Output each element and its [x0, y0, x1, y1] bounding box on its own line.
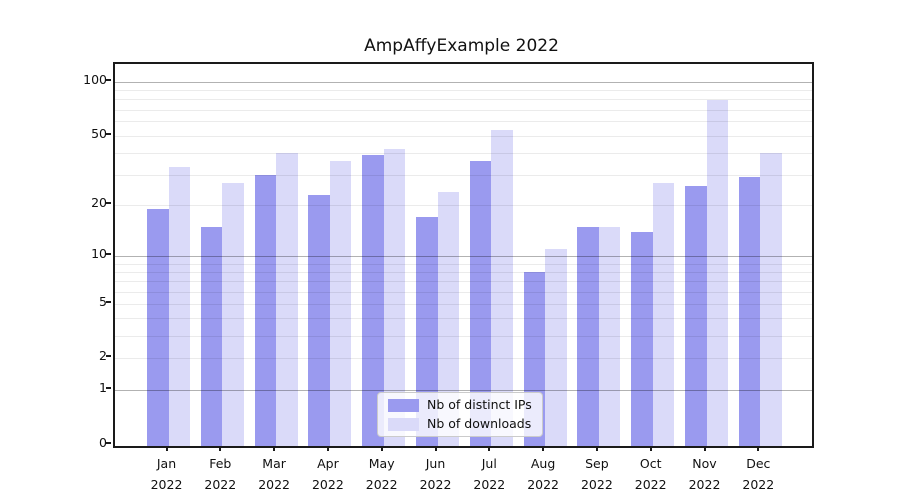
x-tick-label-apr: Apr 2022 [311, 456, 344, 492]
y-tick-label-0: 0 [99, 434, 107, 450]
y-tick-mark-5 [106, 300, 111, 303]
x-tick-mark-apr [326, 446, 329, 451]
x-tick-mark-aug [542, 446, 545, 451]
y-tick-label-100: 100 [83, 71, 107, 87]
y-tick-mark-100 [106, 78, 111, 81]
y-tick-label-50: 50 [91, 125, 107, 141]
bar-apr-distinct-ips [308, 194, 330, 446]
gridline-minor-30 [115, 174, 812, 176]
bar-sep-downloads [598, 226, 621, 446]
plot-area [113, 62, 814, 448]
x-tick-mark-jun [434, 446, 437, 451]
x-tick-label-mar: Mar 2022 [258, 456, 290, 492]
x-tick-mark-may [380, 446, 383, 451]
x-tick-mark-nov [703, 446, 706, 451]
gridline-major-1 [115, 390, 812, 392]
chart-title: AmpAffyExample 2022 [364, 36, 559, 56]
bar-dec-downloads [760, 152, 782, 446]
y-tick-mark-50 [106, 132, 111, 135]
x-tick-label-jan: Jan 2022 [150, 456, 183, 492]
bar-feb-downloads [222, 182, 244, 446]
legend-label-distinct-ips: Nb of distinct IPs [427, 397, 532, 412]
gridline-minor-40 [115, 152, 812, 154]
bar-feb-distinct-ips [200, 226, 223, 446]
bar-mar-distinct-ips [254, 174, 277, 446]
bar-dec-distinct-ips [738, 177, 761, 446]
y-tick-label-20: 20 [91, 195, 107, 211]
y-tick-label-10: 10 [91, 246, 107, 262]
x-tick-label-feb: Feb 2022 [204, 456, 237, 492]
bar-jun-distinct-ips [416, 217, 438, 446]
y-tick-label-2: 2 [99, 348, 107, 364]
gridline-minor-2 [115, 358, 812, 360]
bar-apr-downloads [329, 160, 352, 446]
y-tick-label-5: 5 [99, 293, 107, 309]
gridline-minor-9 [115, 263, 812, 265]
x-tick-mark-mar [273, 446, 276, 451]
bar-nov-distinct-ips [685, 185, 707, 446]
x-tick-label-jun: Jun 2022 [419, 456, 452, 492]
x-tick-mark-oct [649, 446, 652, 451]
gridline-minor-7 [115, 281, 812, 283]
gridline-minor-70 [115, 109, 812, 111]
bar-oct-downloads [652, 182, 675, 446]
gridline-minor-5 [115, 303, 812, 305]
x-tick-label-dec: Dec 2022 [742, 456, 775, 492]
x-tick-label-may: May 2022 [365, 456, 398, 492]
bar-jan-downloads [168, 167, 190, 446]
x-tick-mark-jan [165, 446, 168, 451]
bar-jul-distinct-ips [469, 160, 492, 446]
bar-may-distinct-ips [362, 154, 384, 446]
gridline-major-10 [115, 256, 812, 258]
legend-swatch-distinct-ips [388, 398, 419, 412]
bar-oct-distinct-ips [631, 231, 653, 446]
y-tick-mark-0 [106, 441, 111, 444]
x-tick-label-oct: Oct 2022 [634, 456, 667, 492]
legend-item-distinct-ips: Nb of distinct IPs [378, 398, 542, 412]
gridline-minor-60 [115, 121, 812, 123]
y-tick-mark-2 [106, 355, 111, 358]
gridline-major-100 [115, 81, 812, 83]
x-tick-mark-feb [219, 446, 222, 451]
x-tick-mark-jul [488, 446, 491, 451]
gridline-minor-6 [115, 291, 812, 293]
bar-sep-distinct-ips [577, 226, 599, 446]
gridline-minor-50 [115, 135, 812, 137]
x-tick-label-aug: Aug 2022 [527, 456, 559, 492]
gridline-minor-8 [115, 271, 812, 273]
y-tick-label-1: 1 [99, 380, 107, 396]
gridline-minor-4 [115, 318, 812, 320]
gridline-minor-20 [115, 205, 812, 207]
gridline-minor-90 [115, 90, 812, 91]
x-tick-mark-sep [595, 446, 598, 451]
x-tick-label-nov: Nov 2022 [688, 456, 721, 492]
bar-jul-downloads [491, 129, 513, 446]
x-tick-mark-dec [757, 446, 760, 451]
legend-swatch-downloads [388, 417, 419, 431]
x-tick-label-sep: Sep 2022 [580, 456, 613, 492]
bar-may-downloads [383, 148, 406, 446]
bar-aug-downloads [545, 249, 567, 446]
bar-mar-downloads [276, 152, 298, 446]
legend-label-downloads: Nb of downloads [427, 416, 532, 431]
gridline-minor-3 [115, 335, 812, 337]
legend: Nb of distinct IPs Nb of downloads [377, 392, 543, 437]
y-tick-mark-10 [106, 253, 111, 256]
gridline-minor-80 [115, 99, 812, 101]
y-tick-mark-1 [106, 387, 111, 390]
x-tick-label-jul: Jul 2022 [473, 456, 506, 492]
bar-nov-downloads [706, 100, 728, 446]
bar-jan-distinct-ips [147, 209, 169, 446]
legend-item-downloads: Nb of downloads [378, 417, 542, 431]
bar-jun-downloads [437, 191, 459, 446]
y-tick-mark-20 [106, 202, 111, 205]
